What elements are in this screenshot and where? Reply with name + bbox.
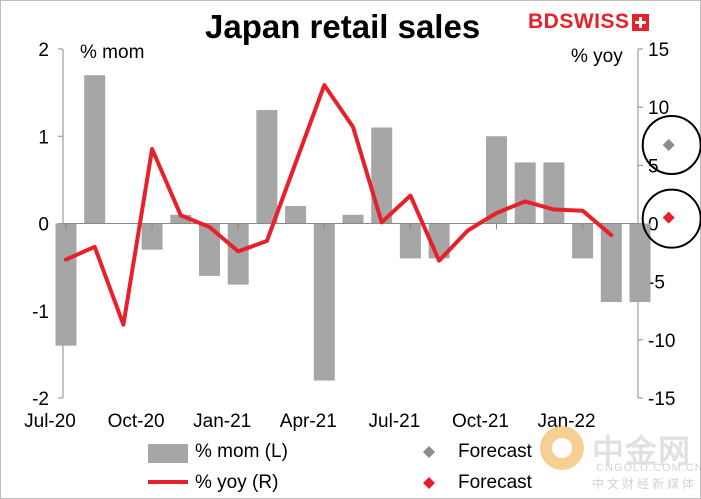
left-tick-label: 0 [38,215,49,236]
legend-forecast-yoy-label: Forecast [458,472,532,493]
mom-bar [141,223,163,250]
watermark-url: CNGOLD.COM.CN [596,462,701,474]
mom-bar [170,214,192,224]
x-tick-label: Jan-21 [193,411,251,432]
x-tick-label: Apr-21 [280,411,337,432]
mom-bar [342,214,364,224]
brand-logo: BD SWISS [528,9,649,35]
mom-bar [371,127,393,224]
left-tick-label: -1 [32,302,49,323]
right-tick-label: 10 [648,98,669,119]
brand-name-part2: SWISS [559,10,630,33]
watermark-sub: 中文财经新媒体 [592,477,698,491]
watermark: 中金网 CNGOLD.COM.CN 中文财经新媒体 [540,424,701,494]
brand-name-part1: BD [528,10,560,33]
right-tick-label: -15 [648,389,675,410]
mom-bar [55,223,77,346]
x-tick-label: Oct-20 [108,411,165,432]
legend-yoy-label: % yoy (R) [195,472,279,493]
swiss-flag-icon [631,13,649,31]
mom-bar [486,136,507,224]
left-tick-label: 2 [38,40,49,61]
watermark-coin-icon [540,426,584,470]
mom-bar [256,110,278,224]
right-axis-unit: % yoy [571,46,623,67]
forecast-yoy-marker [662,211,675,224]
watermark-cn: 中金网 [592,433,692,469]
legend-mom-label: % mom (L) [195,441,288,462]
mom-bar [399,223,421,259]
legend-forecast-mom-label: Forecast [458,441,532,462]
x-tick-label: Oct-21 [452,411,509,432]
x-tick-label: Jul-21 [369,411,421,432]
mom-bar [84,75,106,224]
mom-bar [285,206,307,224]
mom-bar [629,223,651,303]
yoy-line [64,83,614,327]
right-tick-label: 0 [648,215,659,236]
forecast-mom-marker [662,138,675,151]
left-axis-unit: % mom [80,42,145,63]
chart-title: Japan retail sales [205,8,481,45]
right-tick-label: -5 [648,273,665,294]
legend-forecast-yoy-marker [423,477,435,489]
mom-bar [514,162,536,224]
mom-bar [227,223,249,285]
mom-bar [313,223,335,381]
legend-forecast-mom-marker [423,446,435,458]
mom-bar [572,223,594,259]
mom-bar [199,223,220,276]
x-tick-label: Jan-22 [538,411,596,432]
left-tick-label: -2 [32,389,49,410]
right-tick-label: 15 [648,40,669,61]
right-tick-label: -10 [648,331,675,352]
left-tick-label: 1 [38,127,49,148]
mom-bar [543,162,565,224]
x-tick-label: Jul-20 [24,411,76,432]
mom-bar [600,223,622,303]
legend-mom-swatch [148,444,188,463]
